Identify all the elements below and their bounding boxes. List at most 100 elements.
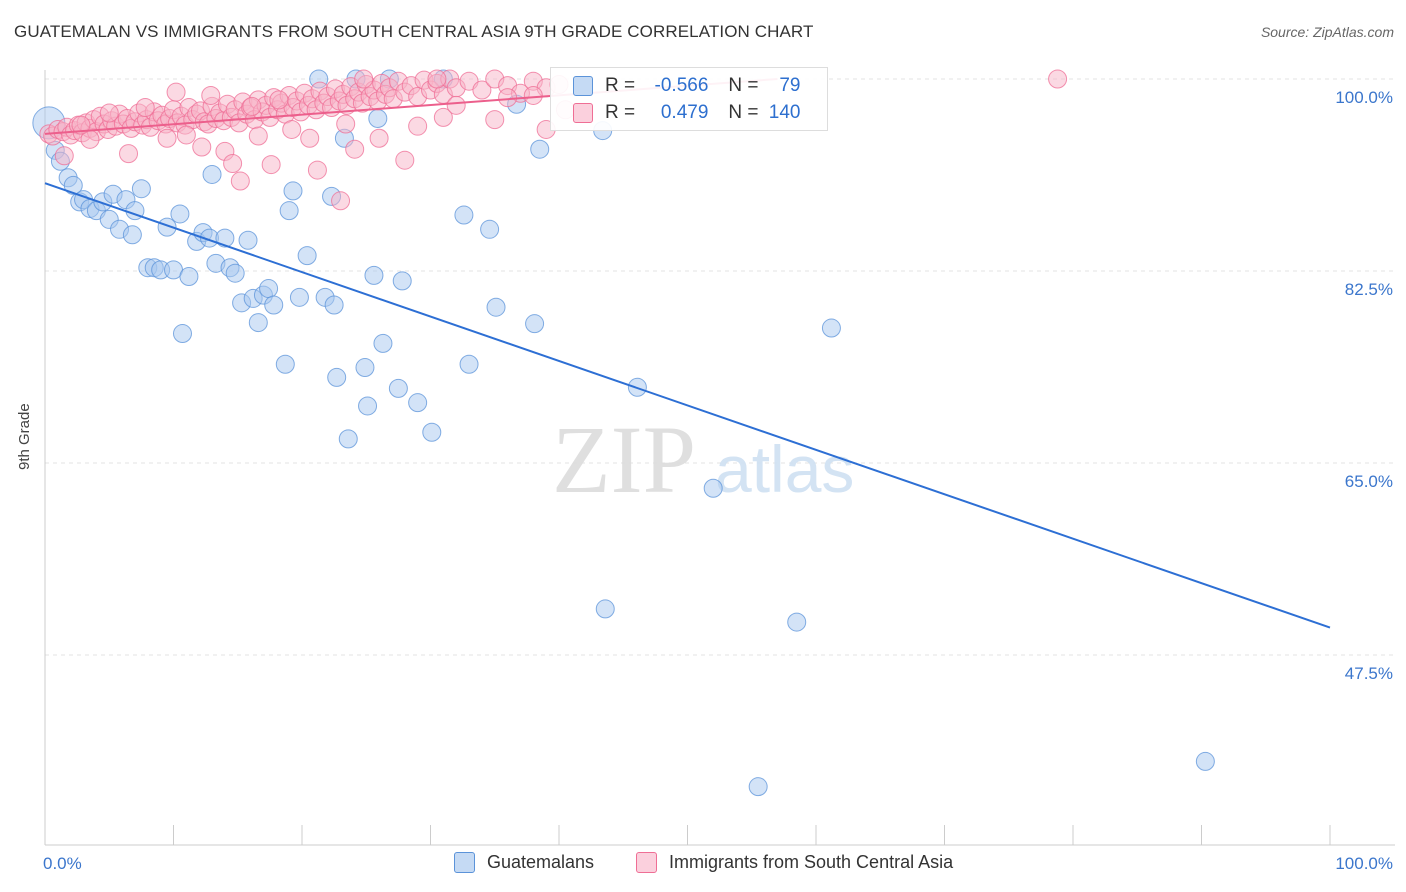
source-label: Source: ZipAtlas.com <box>1260 24 1394 40</box>
south-central-asia-point <box>135 98 155 118</box>
guatemalan-point <box>238 230 258 250</box>
guatemalan-point <box>179 266 199 286</box>
y-tick-label: 65.0% <box>1345 472 1393 491</box>
guatemalan-point <box>259 279 279 299</box>
south-central-asia-point <box>230 171 250 191</box>
guatemalan-point <box>408 393 428 413</box>
y-tick-label: 47.5% <box>1345 664 1393 683</box>
guatemalan-point <box>289 287 309 307</box>
series-legend: Guatemalans Immigrants from South Centra… <box>0 852 1406 876</box>
south-central-asia-point <box>282 119 302 139</box>
watermark: ZIP atlas <box>552 406 854 513</box>
guatemalan-point <box>454 205 474 225</box>
south-central-asia-point <box>71 115 91 135</box>
south-central-asia-point <box>354 69 374 89</box>
x-tick-label: 100.0% <box>1335 854 1393 873</box>
guatemalan-point <box>486 297 506 317</box>
guatemalan-point <box>324 295 344 315</box>
legend-r-value: 0.479 <box>660 102 709 123</box>
guatemalan-point <box>63 175 83 195</box>
guatemalan-point <box>157 217 177 237</box>
south-central-asia-point <box>223 153 243 173</box>
guatemalan-point <box>703 478 723 498</box>
legend-row-south-central-asia: R = 0.479 N = 140 <box>573 101 801 125</box>
guatemalan-point <box>131 179 151 199</box>
stats-legend: R = -0.566 N = 79 R = 0.479 N = 140 <box>550 67 828 131</box>
south-central-asia-point <box>119 144 139 164</box>
south-central-asia-point <box>248 126 268 146</box>
guatemalan-point <box>525 314 545 334</box>
south-central-asia-point <box>433 107 453 127</box>
south-central-asia-point <box>54 146 74 166</box>
guatemalan-point <box>225 263 245 283</box>
guatemalan-point <box>392 271 412 291</box>
guatemalan-point <box>358 396 378 416</box>
south-central-asia-point <box>331 191 351 211</box>
guatemalan-point <box>248 313 268 333</box>
tick-labels: 47.5% 65.0% 82.5% 100.0% 0.0% 100.0% <box>43 88 1393 873</box>
south-central-asia-point <box>336 114 356 134</box>
legend-r-label: R = <box>605 102 636 123</box>
guatemalan-point <box>172 324 192 344</box>
legend-item-south-central-asia: Immigrants from South Central Asia <box>636 852 953 873</box>
axes <box>44 70 1395 846</box>
guatemalan-point <box>748 777 768 797</box>
south-central-asia-point <box>192 137 212 157</box>
legend-n-value: 140 <box>768 102 801 123</box>
south-central-asia-point <box>166 82 186 102</box>
x-tick-label: 0.0% <box>43 854 82 873</box>
guatemalan-point <box>787 612 807 632</box>
south-central-asia-points <box>39 69 1068 211</box>
legend-label-south-central-asia: Immigrants from South Central Asia <box>669 852 954 872</box>
guatemalan-point <box>368 108 388 128</box>
legend-n-value: 79 <box>779 75 801 96</box>
south-central-asia-point <box>369 128 389 148</box>
south-central-asia-point <box>523 85 543 105</box>
chart-title: GUATEMALAN VS IMMIGRANTS FROM SOUTH CENT… <box>14 22 814 41</box>
guatemalan-point <box>1195 751 1215 771</box>
guatemalan-point <box>364 265 384 285</box>
guatemalan-point <box>595 599 615 619</box>
south-central-asia-point <box>498 88 518 108</box>
south-central-asia-point <box>472 80 492 100</box>
legend-swatch-blue <box>454 852 475 873</box>
south-central-asia-point <box>201 85 221 105</box>
guatemalan-point <box>480 219 500 239</box>
guatemalan-point <box>459 354 479 374</box>
south-central-asia-point <box>408 116 428 136</box>
guatemalan-point <box>530 139 550 159</box>
legend-r-value: -0.566 <box>654 75 709 96</box>
south-central-asia-point <box>99 103 119 123</box>
y-tick-label: 100.0% <box>1335 88 1393 107</box>
guatemalan-point <box>264 295 284 315</box>
guatemalan-point <box>297 246 317 266</box>
south-central-asia-point <box>446 95 466 115</box>
south-central-asia-point <box>300 128 320 148</box>
legend-n-label: N = <box>728 75 759 96</box>
legend-item-guatemalans: Guatemalans <box>454 852 594 873</box>
guatemalan-point <box>122 225 142 245</box>
south-central-asia-point <box>261 155 281 175</box>
guatemalan-point <box>275 354 295 374</box>
legend-swatch-blue <box>573 76 593 96</box>
guatemalan-point <box>283 181 303 201</box>
legend-row-guatemalans: R = -0.566 N = 79 <box>573 74 801 98</box>
legend-swatch-pink <box>636 852 657 873</box>
guatemalan-point <box>422 422 442 442</box>
south-central-asia-point <box>242 96 262 116</box>
south-central-asia-point <box>1048 69 1068 89</box>
south-central-asia-point <box>485 110 505 130</box>
watermark-zip: ZIP <box>552 406 696 513</box>
guatemalan-point <box>373 333 393 353</box>
legend-label-guatemalans: Guatemalans <box>487 852 595 872</box>
guatemalan-point <box>202 164 222 184</box>
legend-n-label: N = <box>728 102 759 123</box>
legend-r-label: R = <box>605 75 636 96</box>
guatemalan-point <box>215 228 235 248</box>
south-central-asia-point <box>176 125 196 145</box>
south-central-asia-point <box>307 160 327 180</box>
y-tick-label: 82.5% <box>1345 280 1393 299</box>
guatemalans-trend-line <box>44 182 1331 629</box>
south-central-asia-point <box>427 69 447 89</box>
